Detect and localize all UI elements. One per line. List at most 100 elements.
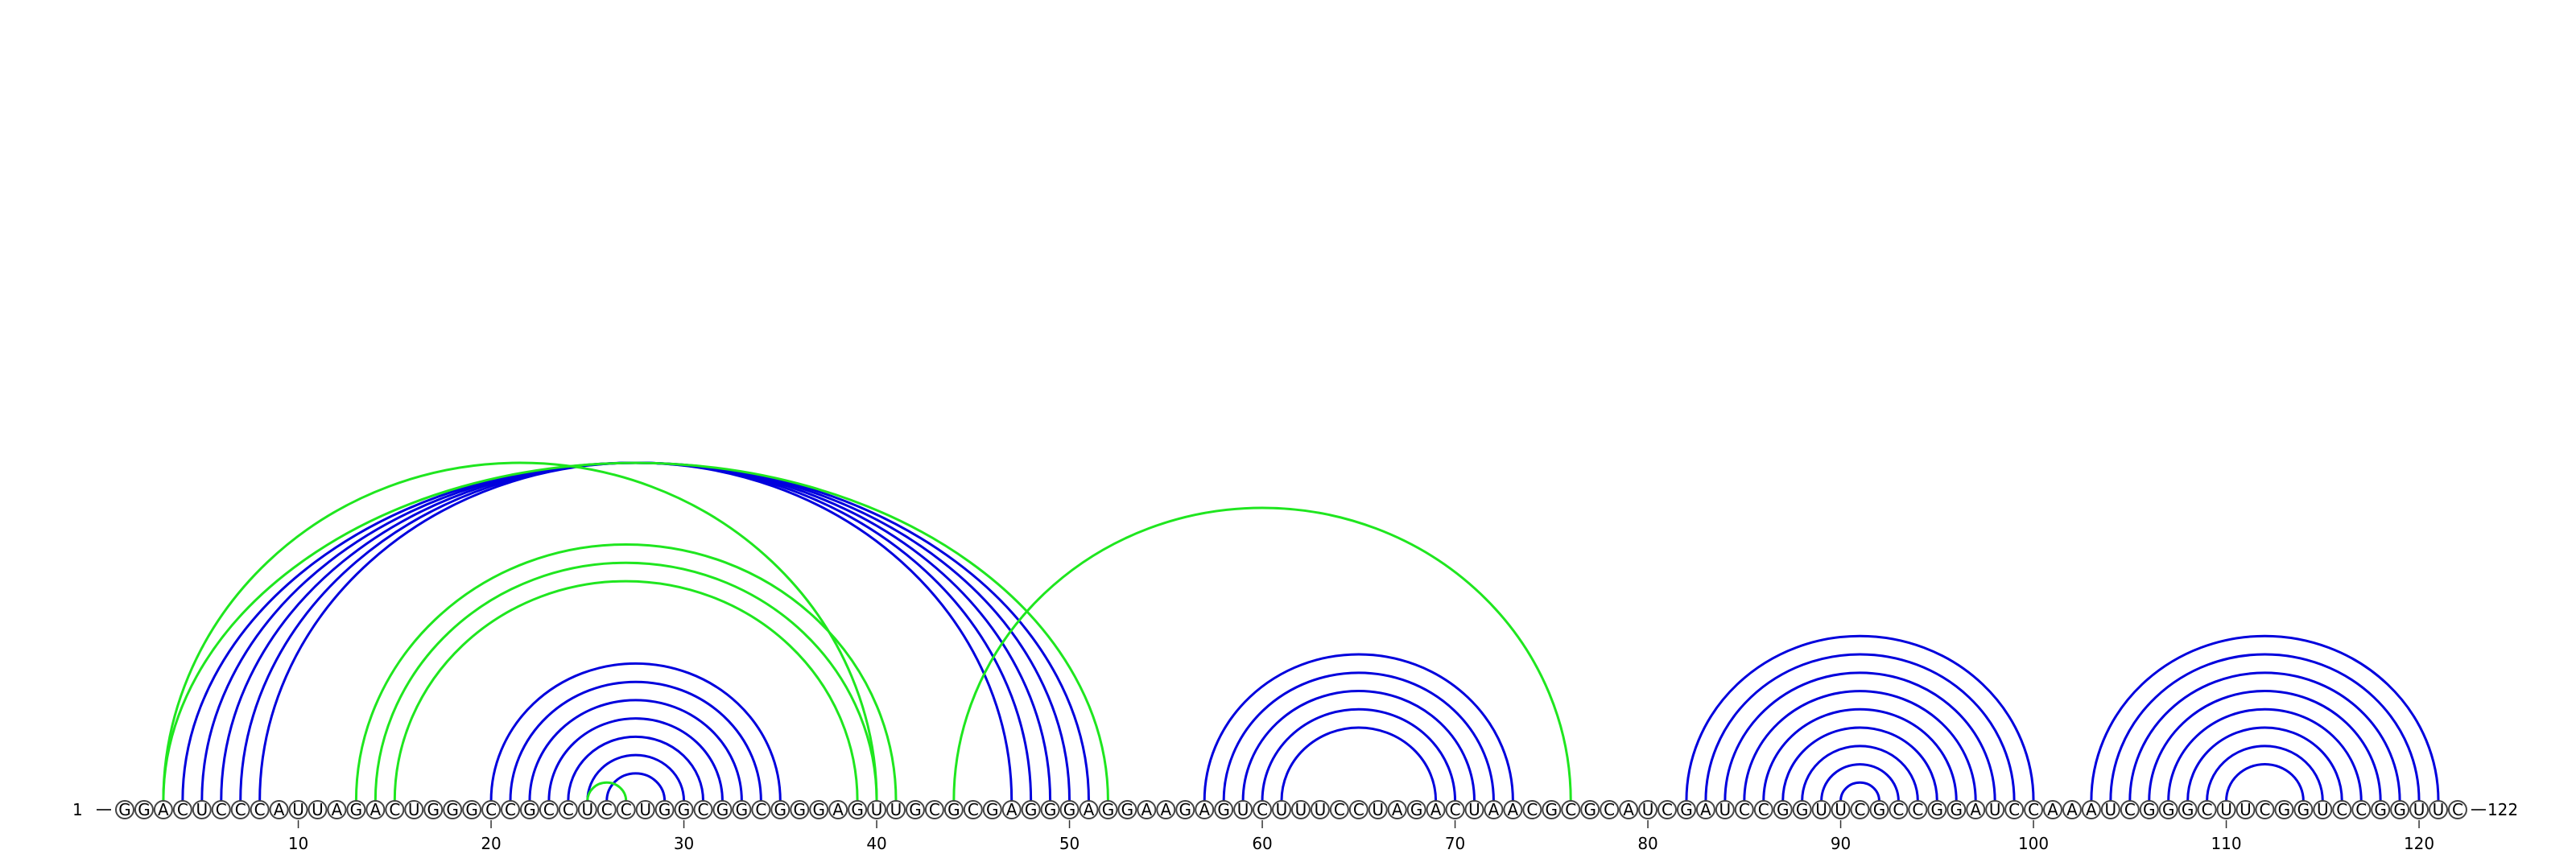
nucleotide-circle <box>1214 800 1234 819</box>
nucleotide-circle <box>1059 800 1080 819</box>
nucleotide-circle <box>963 800 983 819</box>
nucleotide: C <box>693 800 713 819</box>
nucleotide-circle <box>250 800 270 819</box>
nucleotide-letter: A <box>2047 800 2058 819</box>
nucleotide: C <box>2332 800 2352 819</box>
nucleotide-letter: G <box>1873 800 1886 819</box>
nucleotide: G <box>790 800 810 819</box>
nucleotide-letter: A <box>1623 800 1634 819</box>
nucleotide-letter: G <box>2374 800 2387 819</box>
nucleotide: U <box>1233 800 1253 819</box>
nucleotide-circle <box>982 800 1002 819</box>
nucleotide-circle <box>1792 800 1812 819</box>
nucleotide: C <box>1253 800 1273 819</box>
nucleotide-letter: A <box>2066 800 2078 819</box>
nucleotide-circle <box>2390 800 2410 819</box>
nucleotide-circle <box>2100 800 2120 819</box>
nucleotide: G <box>423 800 444 819</box>
axis-tick-label: 120 <box>2404 834 2434 853</box>
nucleotide: A <box>1156 800 1176 819</box>
nucleotide-letter: G <box>465 800 478 819</box>
nucleotide-circle <box>288 800 308 819</box>
nucleotide-letter: C <box>254 800 266 819</box>
nucleotide-circle <box>1368 800 1388 819</box>
nucleotide-letter: C <box>2355 800 2367 819</box>
nucleotide-letter: U <box>2105 800 2117 819</box>
nucleotide-letter: G <box>1102 800 1115 819</box>
primary-pair-arc <box>220 461 1052 802</box>
nucleotide-circle <box>1946 800 1967 819</box>
nucleotide-circle <box>172 800 192 819</box>
nucleotide-letter: C <box>505 800 516 819</box>
nucleotide-circle <box>770 800 791 819</box>
nucleotide-letter: G <box>1121 800 1134 819</box>
nucleotide: A <box>1079 800 1099 819</box>
primary-pair-arc <box>1685 634 2035 802</box>
nucleotide-letter: G <box>523 800 536 819</box>
nucleotide-circle <box>1464 800 1484 819</box>
nucleotide: U <box>1811 800 1831 819</box>
nucleotide-circle <box>2371 800 2391 819</box>
primary-pair-arc <box>2128 671 2401 802</box>
nucleotide-circle <box>1734 800 1754 819</box>
nucleotide-letter: G <box>658 800 671 819</box>
nucleotide-letter: G <box>446 800 459 819</box>
nucleotide: G <box>982 800 1002 819</box>
nucleotide: G <box>2293 800 2314 819</box>
nucleotide: G <box>2390 800 2410 819</box>
nucleotide-letter: U <box>1372 800 1384 819</box>
nucleotide-letter: G <box>2162 800 2175 819</box>
nucleotide-circle <box>1966 800 1986 819</box>
nucleotide-circle <box>1908 800 1928 819</box>
alternative-pair-arc <box>586 781 628 802</box>
nucleotide-circle <box>1561 800 1581 819</box>
nucleotide-letter: A <box>332 800 343 819</box>
nucleotide-circle <box>230 800 250 819</box>
nucleotide-circle <box>462 800 482 819</box>
nucleotide-circle <box>809 800 829 819</box>
nucleotide-circle <box>577 800 597 819</box>
nucleotide-circle <box>308 800 328 819</box>
primary-pair-arc <box>1820 763 1900 802</box>
nucleotide-circle <box>2120 800 2140 819</box>
nucleotide-letter: G <box>2143 800 2156 819</box>
nucleotide-letter: G <box>1777 800 1790 819</box>
nucleotide-circle <box>1811 800 1831 819</box>
primary-pair-arc <box>2109 653 2421 802</box>
nucleotide-circle <box>1021 800 1041 819</box>
nucleotide-circle <box>1156 800 1176 819</box>
nucleotide-circle <box>153 800 173 819</box>
nucleotide-circle <box>1676 800 1696 819</box>
nucleotide: A <box>1484 800 1504 819</box>
nucleotide-circle <box>1542 800 1562 819</box>
nucleotide-letter: U <box>1315 800 1327 819</box>
alternative-pair-arc <box>354 542 898 802</box>
nucleotide-letter: C <box>1604 800 1615 819</box>
nucleotide-circle <box>712 800 733 819</box>
nucleotide: C <box>597 800 617 819</box>
alternative-pair-arcs <box>162 461 1572 802</box>
nucleotide: C <box>1561 800 1581 819</box>
nucleotide-circle <box>2255 800 2275 819</box>
nucleotide-letter: C <box>2008 800 2020 819</box>
nucleotide: G <box>115 800 134 819</box>
nucleotide-letter: G <box>736 800 749 819</box>
nucleotide-circle <box>2274 800 2294 819</box>
axis-tick-label: 80 <box>1637 834 1657 853</box>
nucleotide-letter: U <box>871 800 883 819</box>
nucleotide-letter: U <box>312 800 324 819</box>
nucleotide-circle <box>385 800 405 819</box>
nucleotide: A <box>1195 800 1215 819</box>
nucleotide-circle <box>2293 800 2314 819</box>
nucleotide-circle <box>828 800 848 819</box>
nucleotide-letter: C <box>543 800 555 819</box>
nucleotide-letter: C <box>1353 800 1364 819</box>
nucleotide-circle <box>558 800 578 819</box>
nucleotide-letter: A <box>1430 800 1442 819</box>
nucleotide: G <box>674 800 694 819</box>
nucleotide-circle <box>1484 800 1504 819</box>
nucleotide: A <box>365 800 386 819</box>
nucleotide-circle <box>1387 800 1407 819</box>
nucleotide: A <box>1966 800 1986 819</box>
primary-pair-arc <box>2206 745 2324 802</box>
